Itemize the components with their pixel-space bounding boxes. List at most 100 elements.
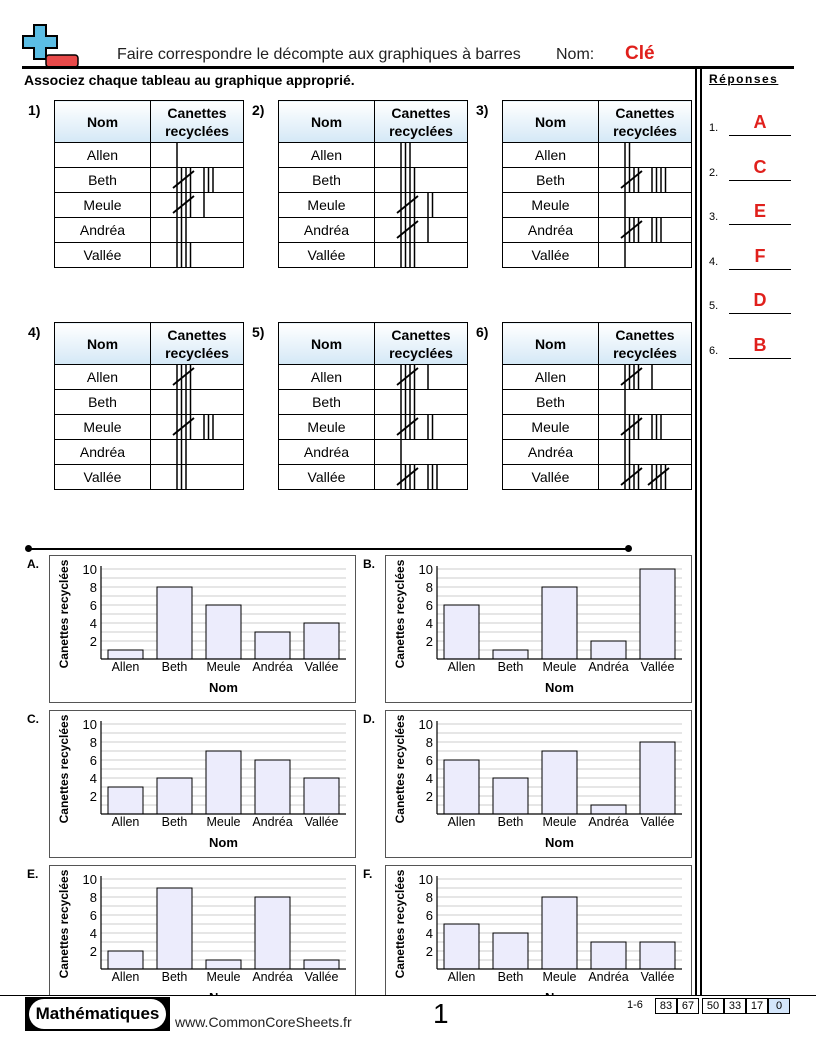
header-name: Nom [502, 322, 599, 365]
y-axis-title: Canettes recyclées [57, 559, 71, 668]
table-row: Andréa [278, 439, 468, 465]
tally-slash [172, 417, 195, 436]
tally-marks [620, 365, 653, 390]
y-tick-label: 8 [90, 735, 97, 750]
tally-marks [172, 365, 195, 390]
chart-label: D. [363, 712, 375, 726]
row-name: Andréa [502, 217, 599, 243]
x-tick-label: Vallée [305, 970, 339, 984]
y-tick-label: 6 [90, 753, 97, 768]
bar [541, 750, 578, 815]
site-url: www.CommonCoreSheets.fr [175, 1014, 352, 1030]
header-count: Canettes recyclées [150, 322, 244, 365]
x-tick-label: Andréa [252, 815, 292, 829]
row-tally [598, 464, 692, 490]
table-row: Allen [54, 364, 244, 390]
row-tally [374, 192, 468, 218]
table-row: Beth [54, 389, 244, 415]
table-row: Meule [54, 414, 244, 440]
x-tick-label: Allen [448, 970, 476, 984]
row-name: Allen [502, 364, 599, 390]
header-name: Nom [54, 100, 151, 143]
y-tick-label: 2 [90, 634, 97, 649]
x-axis-title: Nom [545, 680, 574, 695]
y-tick-label: 4 [426, 616, 433, 631]
bar [107, 649, 144, 660]
row-tally [150, 192, 244, 218]
y-axis-title: Canettes recyclées [393, 559, 407, 668]
x-tick-label: Vallée [305, 815, 339, 829]
answer-value[interactable]: E [729, 201, 791, 226]
y-tick-label: 10 [83, 717, 97, 732]
y-tick-label: 8 [90, 890, 97, 905]
x-tick-label: Allen [112, 660, 140, 674]
bar-chart: 2 4 6 8 10 Allen Beth Meule Andréa Vallée Nom Canet… [49, 710, 356, 858]
row-name: Andréa [54, 439, 151, 465]
answer-value[interactable]: A [729, 112, 791, 136]
x-tick-label: Allen [448, 815, 476, 829]
x-axis-title: Nom [209, 680, 238, 695]
tally-marks [396, 465, 438, 490]
bar [303, 959, 340, 970]
bar-chart: 2 4 6 8 10 Allen Beth Meule Andréa Vallée Nom Canet… [385, 710, 692, 858]
row-tally [150, 364, 244, 390]
tally-slash [396, 195, 419, 214]
table-row: Andréa [54, 439, 244, 465]
section-divider [28, 548, 629, 550]
table-row: Beth [502, 167, 692, 193]
table-row: Andréa [278, 217, 468, 243]
tally-slash [620, 220, 643, 239]
answer-value[interactable]: B [729, 335, 791, 359]
tally-marks [172, 193, 205, 218]
bar [205, 959, 242, 970]
x-tick-label: Beth [162, 970, 188, 984]
tally-slash [620, 367, 643, 386]
row-tally [374, 389, 468, 415]
answer-line: 5. D [709, 290, 794, 315]
chart-label: C. [27, 712, 39, 726]
y-tick-label: 8 [426, 735, 433, 750]
answer-value[interactable]: C [729, 157, 791, 181]
x-tick-label: Vallée [641, 660, 675, 674]
table-row: Meule [502, 192, 692, 218]
row-tally [374, 242, 468, 268]
answer-number: 1. [709, 122, 719, 134]
header-count: Canettes recyclées [598, 100, 692, 143]
bar [492, 777, 529, 815]
row-tally [598, 192, 692, 218]
tally-slash [396, 367, 419, 386]
x-tick-label: Meule [206, 815, 240, 829]
answer-line: 2. C [709, 157, 794, 181]
y-tick-label: 4 [90, 616, 97, 631]
answer-value[interactable]: F [729, 246, 791, 270]
table-row: Andréa [502, 217, 692, 243]
row-name: Meule [502, 414, 599, 440]
bar [156, 777, 193, 815]
tally-marks [176, 465, 187, 490]
row-name: Vallée [278, 242, 375, 268]
tally-table: Nom Canettes recyclées Allen Beth Meule André… [502, 322, 692, 490]
table-row: Allen [502, 142, 692, 168]
row-tally [374, 167, 468, 193]
bar [303, 622, 340, 660]
row-tally [150, 142, 244, 168]
answers-heading: Réponses [709, 72, 779, 86]
row-tally [598, 439, 692, 465]
answer-value[interactable]: D [729, 290, 791, 315]
bar [639, 568, 676, 660]
divider-dot [625, 545, 632, 552]
divider-dot [25, 545, 32, 552]
name-label: Nom: [556, 46, 595, 63]
row-name: Meule [278, 192, 375, 218]
table-row: Vallée [278, 242, 468, 268]
tally-marks [620, 168, 667, 193]
tally-marks [176, 390, 192, 415]
y-tick-label: 6 [426, 908, 433, 923]
tally-marks [400, 143, 411, 168]
bar [443, 759, 480, 815]
y-axis-title: Canettes recyclées [57, 869, 71, 978]
tally-marks [400, 168, 416, 193]
x-tick-label: Meule [542, 815, 576, 829]
plus-minus-icon [22, 24, 79, 68]
y-tick-label: 6 [90, 908, 97, 923]
